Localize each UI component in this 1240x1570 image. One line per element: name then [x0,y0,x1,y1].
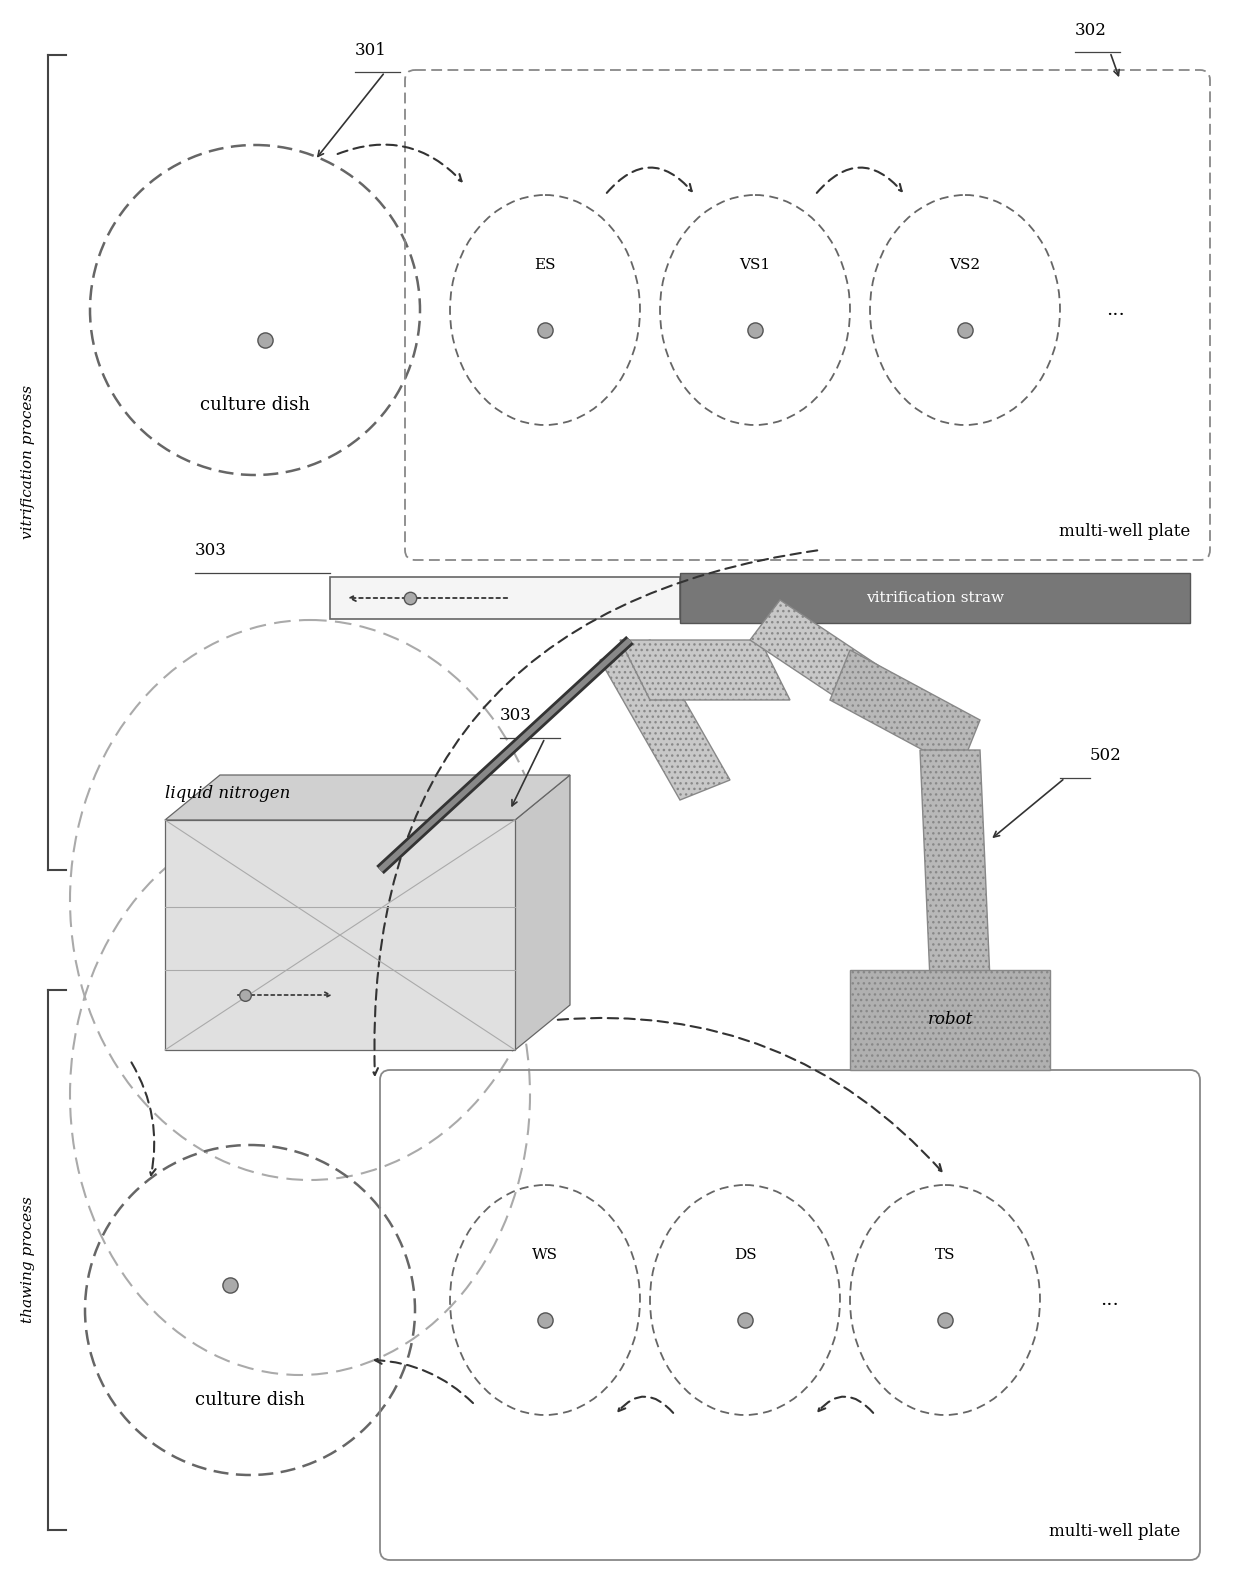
Point [255,328,275,353]
Text: thawing process: thawing process [21,1196,35,1324]
Text: 303: 303 [195,542,227,559]
Point [219,1272,239,1297]
Text: VS1: VS1 [739,257,770,272]
Text: TS: TS [935,1248,955,1262]
Text: vitrification straw: vitrification straw [866,590,1004,604]
Text: culture dish: culture dish [195,1391,305,1408]
Bar [330,578,680,619]
Point [401,586,420,611]
Polygon shape [830,650,980,769]
Text: multi-well plate: multi-well plate [1059,523,1190,540]
Text: 502: 502 [1090,747,1122,765]
Point [735,1308,755,1333]
Point [236,983,255,1008]
Text: VS2: VS2 [950,257,981,272]
Text: ...: ... [1101,1291,1120,1309]
Text: ES: ES [534,257,556,272]
Text: robot: robot [928,1011,972,1028]
Text: vitrification process: vitrification process [21,385,35,539]
Text: 302: 302 [1075,22,1107,39]
Bar [165,820,515,1050]
Text: DS: DS [734,1248,756,1262]
Bar [849,970,1050,1071]
Text: WS: WS [532,1248,558,1262]
Text: ...: ... [1106,301,1125,319]
Polygon shape [920,750,990,980]
Point [935,1308,955,1333]
Bar [680,573,1190,623]
Text: multi-well plate: multi-well plate [1049,1523,1180,1540]
Point [745,317,765,342]
Polygon shape [600,641,730,801]
Polygon shape [750,600,900,721]
Text: 301: 301 [355,42,387,60]
Point [955,317,975,342]
Text: culture dish: culture dish [200,396,310,414]
Point [536,317,556,342]
Text: 303: 303 [500,706,532,724]
Polygon shape [620,641,790,700]
Polygon shape [165,776,570,820]
Text: liquid nitrogen: liquid nitrogen [165,785,290,802]
Point [536,1308,556,1333]
Polygon shape [515,776,570,1050]
